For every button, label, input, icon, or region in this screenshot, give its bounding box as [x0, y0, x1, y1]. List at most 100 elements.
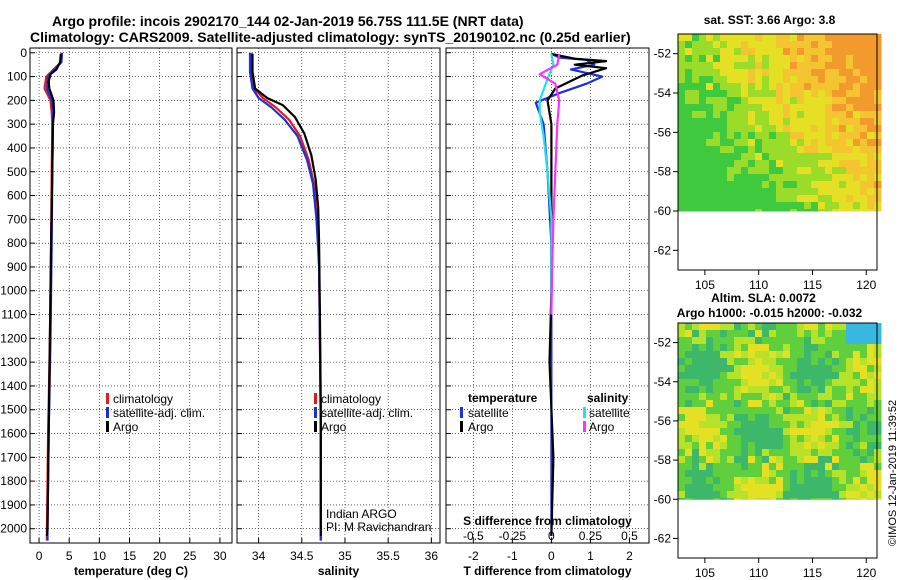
- depth-tick-label: 600: [7, 189, 27, 203]
- depth-tick-label: 1900: [0, 498, 27, 512]
- legend-swatch: [583, 421, 586, 432]
- depth-tick-label: 200: [7, 93, 27, 107]
- lon-tick-label: 105: [695, 278, 715, 292]
- legend-swatch: [106, 393, 109, 404]
- legend-label: satellite-adj. clim.: [113, 406, 205, 420]
- depth-tick-label: 900: [7, 260, 27, 274]
- panel-temperature: 0 5 10 15 20 25 30 temperature (deg C) climatolo…: [29, 47, 233, 578]
- legend-label: Argo: [468, 420, 494, 434]
- depth-tick-label: 1100: [1, 308, 27, 322]
- series-line-t-argo: [546, 52, 608, 536]
- depth-tick-label: 400: [7, 141, 27, 155]
- depth-tick-label: 2000: [0, 522, 27, 536]
- legend-label: satellite-adj. clim.: [321, 406, 413, 420]
- depth-tick-label: 1400: [0, 379, 27, 393]
- x-axis-label: temperature (deg C): [74, 564, 188, 578]
- depth-tick-label: 1500: [0, 403, 27, 417]
- lon-tick-label: 115: [803, 566, 822, 580]
- top-tick-label: -0.5: [463, 529, 484, 543]
- legend-swatch: [314, 407, 317, 418]
- legend-swatch: [314, 421, 317, 432]
- x-tick-label: 15: [123, 549, 137, 563]
- lat-tick-label: -62: [654, 531, 672, 545]
- depth-tick-label: 1300: [0, 355, 27, 369]
- x-tick-label: 34: [252, 549, 266, 563]
- sst-map: -52 -54 -56 -58 -60 -62 105 110 115 120 sat. SST: …: [654, 13, 882, 292]
- x-axis-label: salinity: [318, 564, 360, 578]
- legend-label: climatology: [321, 392, 381, 406]
- x-tick-label: 36: [425, 549, 439, 563]
- top-tick-label: 0.5: [621, 529, 638, 543]
- panel-difference: -2 -1 0 1 2T difference from climatology S di…: [445, 47, 650, 578]
- legend-label: Argo: [113, 420, 139, 434]
- top-tick-label: 0: [548, 529, 555, 543]
- lat-tick-label: -60: [654, 204, 672, 218]
- lat-tick-label: -54: [654, 86, 672, 100]
- legend-title-temperature: temperature: [468, 391, 538, 405]
- lat-tick-label: -62: [654, 243, 672, 257]
- depth-tick-label: 1800: [0, 474, 27, 488]
- lat-tick-label: -58: [654, 453, 672, 467]
- lon-tick-label: 105: [695, 566, 715, 580]
- legend-swatch: [314, 393, 317, 404]
- x-tick-label: 10: [93, 549, 107, 563]
- x-tick-label: 0: [548, 549, 555, 563]
- legend-swatch: [106, 421, 109, 432]
- series-line-argo: [45, 53, 62, 536]
- lon-tick-label: 115: [803, 278, 822, 292]
- depth-tick-label: 500: [7, 165, 27, 179]
- institution-label: Indian ARGO: [326, 507, 397, 521]
- depth-tick-label: 100: [7, 70, 27, 84]
- x-tick-label: 0: [36, 549, 43, 563]
- legend-title-salinity: salinity: [587, 391, 629, 405]
- lon-tick-label: 110: [749, 566, 768, 580]
- legend-label: Argo: [321, 420, 347, 434]
- lon-tick-label: 120: [856, 566, 876, 580]
- x-tick-label: 34.5: [290, 549, 314, 563]
- x-tick-label: 30: [213, 549, 227, 563]
- map-field: [678, 323, 882, 500]
- x-tick-label: 2: [626, 549, 633, 563]
- legend-label: Argo: [589, 420, 615, 434]
- lon-tick-label: 110: [749, 278, 768, 292]
- series-line-s-argo: [538, 53, 561, 315]
- lat-tick-label: -60: [654, 492, 672, 506]
- map-title: sat. SST: 3.66 Argo: 3.8: [704, 13, 836, 27]
- depth-tick-label: 700: [7, 212, 27, 226]
- chart-title-line2: Climatology: CARS2009. Satellite-adjuste…: [30, 29, 631, 45]
- panel-frame: [29, 47, 233, 544]
- depth-tick-label: 300: [7, 117, 27, 131]
- map-title-line2: Argo h1000: -0.015 h2000: -0.032: [677, 306, 863, 320]
- legend-swatch: [460, 421, 463, 432]
- legend-label: climatology: [113, 392, 173, 406]
- x-tick-label: 5: [66, 549, 73, 563]
- x-tick-label: -1: [507, 549, 518, 563]
- depth-tick-label: 1700: [0, 450, 27, 464]
- map-title-line1: Altim. SLA: 0.0072: [711, 291, 816, 305]
- top-tick-label: -0.25: [499, 529, 527, 543]
- sla-map: -52 -54 -56 -58 -60 -62 105 110 115 120 Altim. SLA…: [654, 291, 882, 580]
- x-tick-label: 1: [587, 549, 594, 563]
- lat-tick-label: -52: [654, 336, 672, 350]
- x-tick-label: 20: [153, 549, 167, 563]
- legend-swatch: [106, 407, 109, 418]
- legend-label: satellite: [589, 406, 630, 420]
- legend-label: satellite: [468, 406, 509, 420]
- x-tick-label: 35.5: [376, 549, 400, 563]
- x-tick-label: 25: [183, 549, 197, 563]
- top-axis-label: S difference from climatology: [463, 514, 632, 528]
- depth-tick-label: 0: [20, 46, 27, 60]
- x-tick-label: -2: [468, 549, 479, 563]
- lat-tick-label: -54: [654, 375, 672, 389]
- panel-salinity: 34 34.5 35 35.5 36 salinity climatologysatelli…: [236, 47, 441, 578]
- panel-frame: [236, 47, 441, 544]
- chart-title-line1: Argo profile: incois 2902170_144 02-Jan-…: [52, 13, 524, 29]
- map-field: [678, 34, 882, 212]
- legend-swatch: [460, 407, 463, 418]
- lat-tick-label: -58: [654, 165, 672, 179]
- lon-tick-label: 120: [856, 278, 876, 292]
- depth-tick-label: 1600: [0, 427, 27, 441]
- series-line-argo: [251, 53, 322, 536]
- lat-tick-label: -52: [654, 47, 672, 61]
